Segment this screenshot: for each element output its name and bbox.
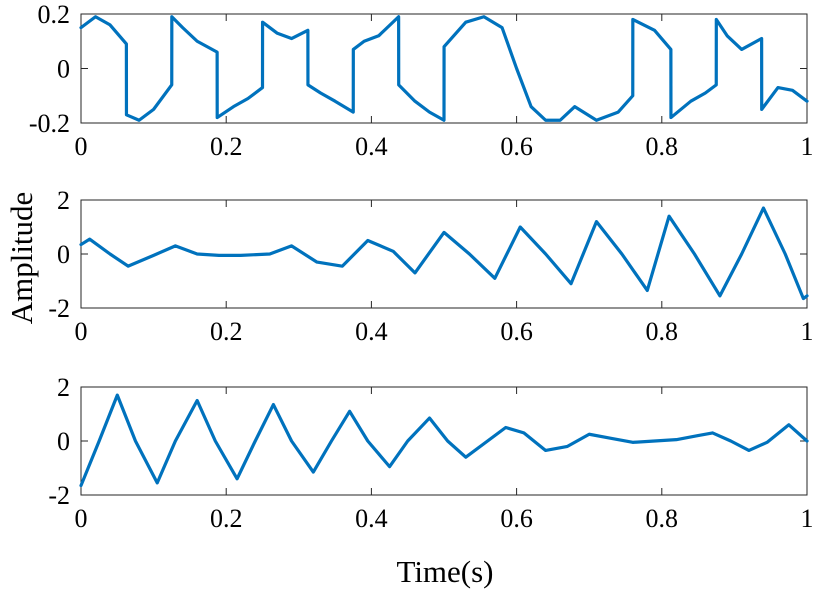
y-tick-label: 0.2 — [38, 0, 71, 29]
x-tick-label: 0.8 — [646, 504, 679, 533]
x-tick-label: 0.2 — [210, 132, 243, 161]
subplots: 0 0.2 0.4 0.6 0.8 1-0.200.20 0.2 0.4 0.6 0.8 1-202… — [29, 0, 814, 533]
x-tick-label: 0.8 — [646, 132, 679, 161]
y-tick-label: 2 — [57, 373, 70, 402]
subplot-2: 0 0.2 0.4 0.6 0.8 1-202 — [48, 186, 813, 346]
x-tick-label: 0 — [75, 504, 88, 533]
x-tick-label: 0 — [75, 132, 88, 161]
y-tick-label: -0.2 — [29, 109, 70, 138]
axes-box — [80, 386, 808, 496]
series-line-1 — [79, 15, 809, 122]
x-tick-label: 0 — [75, 317, 88, 346]
x-tick-label: 0.6 — [500, 504, 533, 533]
y-tick-label: 0 — [57, 240, 70, 269]
x-axis-label: Time(s) — [396, 554, 493, 589]
y-axis-label: Amplitude — [4, 192, 39, 325]
x-tick-label: 0.4 — [355, 317, 388, 346]
subplot-1: 0 0.2 0.4 0.6 0.8 1-0.200.2 — [29, 0, 814, 161]
x-tick-label: 1 — [801, 132, 814, 161]
x-tick-label: 0.2 — [210, 317, 243, 346]
axes-box — [80, 199, 808, 309]
x-tick-label: 1 — [801, 317, 814, 346]
y-tick-label: -2 — [48, 481, 70, 510]
x-tick-label: 0.4 — [355, 504, 388, 533]
subplot-3: 0 0.2 0.4 0.6 0.8 1-202 — [48, 373, 813, 533]
x-tick-label: 0.2 — [210, 504, 243, 533]
y-tick-label: 0 — [57, 427, 70, 456]
series-line-1 — [79, 206, 809, 301]
series-line-1 — [79, 393, 809, 488]
x-tick-label: 1 — [801, 504, 814, 533]
y-tick-label: -2 — [48, 294, 70, 323]
x-tick-label: 0.8 — [646, 317, 679, 346]
x-tick-label: 0.6 — [500, 132, 533, 161]
y-tick-label: 0 — [57, 55, 70, 84]
y-tick-label: 2 — [57, 186, 70, 215]
x-tick-label: 0.4 — [355, 132, 388, 161]
x-tick-label: 0.6 — [500, 317, 533, 346]
